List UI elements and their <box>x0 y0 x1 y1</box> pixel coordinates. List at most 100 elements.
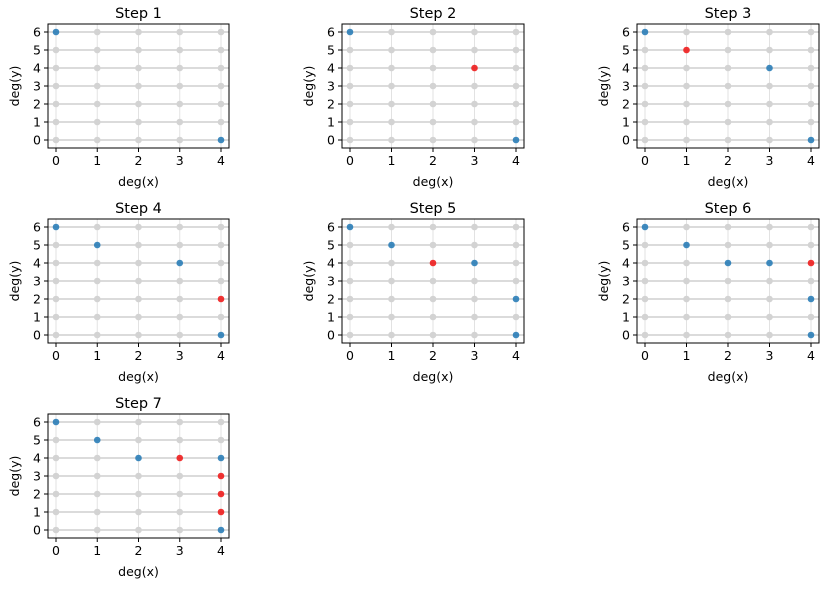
grid-point <box>766 100 773 108</box>
x-tick-label: 1 <box>683 348 691 363</box>
y-tick-label: 0 <box>33 328 41 343</box>
y-tick-label: 3 <box>622 274 630 289</box>
grid-point <box>93 82 101 90</box>
grid-point <box>683 313 690 321</box>
grid-point <box>641 241 649 249</box>
grid-point <box>93 28 101 36</box>
grid-point <box>176 223 184 231</box>
grid-point <box>807 118 815 126</box>
grid-point <box>766 223 773 231</box>
subplot-2: 0 1 2 3 4 0 1 2 3 4 5 6 Step 2 deg(x) deg(y) <box>301 6 525 189</box>
grid-point <box>471 223 478 231</box>
new-point <box>683 46 690 54</box>
grid-point <box>641 46 649 54</box>
grid-point <box>471 295 478 303</box>
basis-point <box>176 259 184 267</box>
grid-point <box>93 526 101 534</box>
grid-point <box>135 136 142 144</box>
grid-point <box>724 46 732 54</box>
grid-point <box>93 277 101 285</box>
subplot-title: Step 6 <box>705 201 752 217</box>
grid-point <box>724 118 732 126</box>
grid-point <box>52 472 60 480</box>
basis-point <box>471 259 478 267</box>
grid-point <box>176 64 184 72</box>
grid-point <box>93 223 101 231</box>
grid-point <box>176 46 184 54</box>
grid-point <box>724 313 732 321</box>
new-point <box>176 454 184 462</box>
grid-point <box>93 508 101 516</box>
grid-point <box>93 331 101 339</box>
grid-point <box>641 118 649 126</box>
x-tick-label: 2 <box>429 153 437 168</box>
grid-point <box>176 313 184 321</box>
basis-point <box>512 136 520 144</box>
basis-point <box>217 454 225 462</box>
grid-point <box>766 313 773 321</box>
new-point <box>471 64 478 72</box>
grid-point <box>388 313 395 321</box>
grid-point <box>388 118 395 126</box>
grid-point <box>471 28 478 36</box>
grid-point <box>135 28 142 36</box>
x-axis-label: deg(x) <box>708 174 749 189</box>
grid-point <box>807 241 815 249</box>
grid-point <box>724 295 732 303</box>
grid-point <box>724 241 732 249</box>
grid-point <box>683 259 690 267</box>
y-axis-label: deg(y) <box>596 66 611 107</box>
y-tick-label: 0 <box>622 328 630 343</box>
basis-point <box>217 136 225 144</box>
grid-point <box>512 118 520 126</box>
grid-point <box>807 28 815 36</box>
grid-point <box>52 277 60 285</box>
grid-point <box>346 46 354 54</box>
grid-point <box>52 136 60 144</box>
grid-point <box>807 277 815 285</box>
grid-point <box>135 331 142 339</box>
grid-point <box>176 295 184 303</box>
grid-point <box>217 241 225 249</box>
basis-point <box>346 223 354 231</box>
grid-point <box>93 64 101 72</box>
grid-point <box>766 136 773 144</box>
grid-point <box>807 82 815 90</box>
basis-point <box>93 241 101 249</box>
subplot-title: Step 4 <box>115 201 162 217</box>
grid-point <box>52 241 60 249</box>
grid-point <box>135 313 142 321</box>
grid-point <box>93 136 101 144</box>
grid-point <box>641 100 649 108</box>
grid-point <box>429 331 437 339</box>
grid-point <box>641 82 649 90</box>
x-tick-label: 1 <box>683 153 691 168</box>
grid-point <box>52 490 60 498</box>
grid-point <box>683 223 690 231</box>
new-point <box>429 259 437 267</box>
x-axis-label: deg(x) <box>118 564 159 579</box>
y-tick-label: 4 <box>327 256 335 271</box>
x-tick-label: 1 <box>93 348 101 363</box>
basis-point <box>641 223 649 231</box>
grid-point <box>346 118 354 126</box>
grid-point <box>512 82 520 90</box>
basis-point <box>766 64 773 72</box>
x-tick-label: 2 <box>135 543 143 558</box>
grid-point <box>176 490 184 498</box>
grid-point <box>93 100 101 108</box>
grid-point <box>135 64 142 72</box>
y-tick-label: 5 <box>327 43 335 58</box>
y-tick-label: 2 <box>33 487 41 502</box>
basis-point <box>217 331 225 339</box>
y-tick-label: 5 <box>33 433 41 448</box>
grid-point <box>135 277 142 285</box>
grid-point <box>346 64 354 72</box>
grid-point <box>807 64 815 72</box>
grid-point <box>512 313 520 321</box>
basis-point <box>724 259 732 267</box>
grid-point <box>93 259 101 267</box>
grid-point <box>724 277 732 285</box>
grid-point <box>93 490 101 498</box>
x-tick-label: 3 <box>176 348 184 363</box>
